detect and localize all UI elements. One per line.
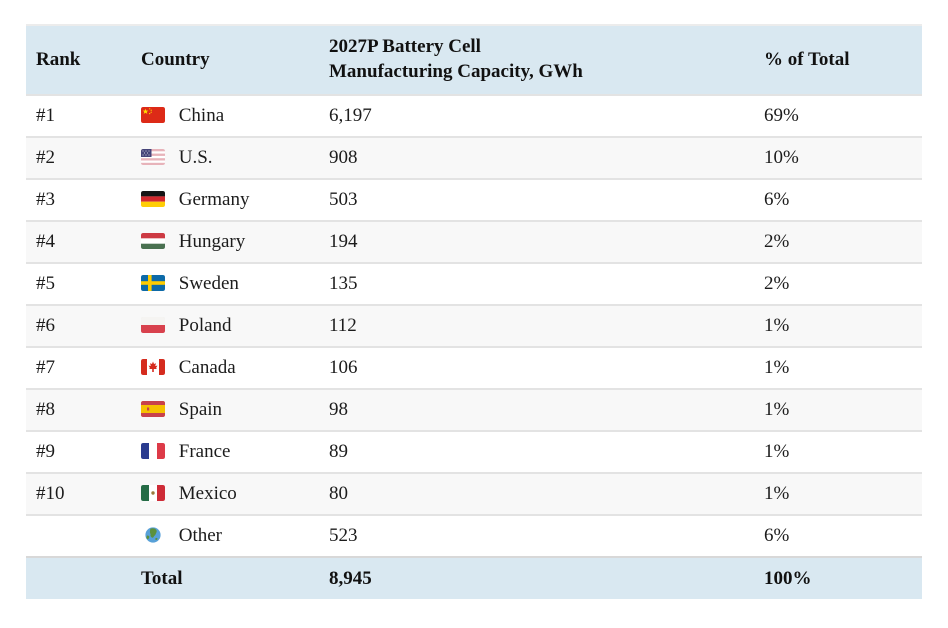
country-label: Germany <box>178 189 250 211</box>
country-cell: China <box>141 94 329 137</box>
sweden-flag-icon <box>141 274 165 291</box>
header-pct: % of Total <box>764 24 922 95</box>
capacity-cell: 503 <box>329 178 764 221</box>
rank-cell: #8 <box>26 388 141 431</box>
table-body: #1 China 6,197 69% #2 U.S. 908 10% #3 <box>26 94 922 557</box>
hungary-flag-icon <box>141 232 165 249</box>
table-row-france: #9 France 89 1% <box>26 430 922 473</box>
country-label: U.S. <box>178 147 213 169</box>
capacity-cell: 6,197 <box>329 94 764 137</box>
capacity-cell: 135 <box>329 262 764 305</box>
capacity-cell: 80 <box>329 472 764 515</box>
poland-flag-icon <box>141 316 165 333</box>
header-capacity: 2027P Battery Cell Manufacturing Capacit… <box>329 24 764 95</box>
country-cell: Germany <box>141 178 329 221</box>
table-row-china: #1 China 6,197 69% <box>26 94 922 137</box>
china-flag-icon <box>141 106 165 123</box>
pct-cell: 6% <box>764 514 922 557</box>
country-cell: Canada <box>141 346 329 389</box>
pct-cell: 1% <box>764 304 922 347</box>
table-row-mexico: #10 Mexico 80 1% <box>26 472 922 515</box>
pct-cell: 69% <box>764 94 922 137</box>
total-label: Total <box>141 556 329 599</box>
country-cell: Hungary <box>141 220 329 263</box>
rank-cell: #2 <box>26 136 141 179</box>
pct-cell: 2% <box>764 262 922 305</box>
table-row-hungary: #4 Hungary 194 2% <box>26 220 922 263</box>
country-label: China <box>178 105 225 127</box>
country-label: Sweden <box>178 273 239 295</box>
country-label: France <box>178 441 231 463</box>
pct-cell: 10% <box>764 136 922 179</box>
table-row-germany: #3 Germany 503 6% <box>26 178 922 221</box>
rank-cell: #7 <box>26 346 141 389</box>
total-pct: 100% <box>764 556 922 599</box>
table-header: Rank Country 2027P Battery Cell Manufact… <box>26 24 922 95</box>
capacity-cell: 89 <box>329 430 764 473</box>
pct-cell: 1% <box>764 430 922 473</box>
rank-cell: #6 <box>26 304 141 347</box>
table-row-spain: #8 Spain 98 1% <box>26 388 922 431</box>
capacity-cell: 106 <box>329 346 764 389</box>
globe-icon <box>141 527 165 543</box>
france-flag-icon <box>141 442 165 459</box>
germany-flag-icon <box>141 190 165 207</box>
pct-cell: 1% <box>764 472 922 515</box>
rank-cell: #4 <box>26 220 141 263</box>
capacity-cell: 112 <box>329 304 764 347</box>
header-rank: Rank <box>26 24 141 95</box>
country-cell: Spain <box>141 388 329 431</box>
country-cell: Other <box>141 514 329 557</box>
country-label: Poland <box>178 315 232 337</box>
table-row-canada: #7 Canada 106 1% <box>26 346 922 389</box>
rank-cell: #10 <box>26 472 141 515</box>
capacity-cell: 194 <box>329 220 764 263</box>
country-label: Hungary <box>178 231 246 253</box>
us-flag-icon <box>141 148 165 165</box>
country-cell: France <box>141 430 329 473</box>
country-cell: Mexico <box>141 472 329 515</box>
header-country: Country <box>141 24 329 95</box>
capacity-table-container: Rank Country 2027P Battery Cell Manufact… <box>26 24 922 599</box>
table-row-us: #2 U.S. 908 10% <box>26 136 922 179</box>
country-label: Spain <box>178 399 223 421</box>
pct-cell: 2% <box>764 220 922 263</box>
capacity-cell: 98 <box>329 388 764 431</box>
country-cell: Sweden <box>141 262 329 305</box>
country-cell: U.S. <box>141 136 329 179</box>
capacity-table: Rank Country 2027P Battery Cell Manufact… <box>26 24 922 599</box>
capacity-cell: 908 <box>329 136 764 179</box>
rank-cell: #3 <box>26 178 141 221</box>
country-label: Mexico <box>178 483 237 505</box>
country-cell: Poland <box>141 304 329 347</box>
country-label: Canada <box>178 357 236 379</box>
pct-cell: 1% <box>764 388 922 431</box>
table-row-other: Other 523 6% <box>26 514 922 557</box>
total-capacity: 8,945 <box>329 556 764 599</box>
table-row-sweden: #5 Sweden 135 2% <box>26 262 922 305</box>
pct-cell: 1% <box>764 346 922 389</box>
total-rank-cell <box>26 556 141 599</box>
table-row-poland: #6 Poland 112 1% <box>26 304 922 347</box>
rank-cell <box>26 514 141 557</box>
rank-cell: #9 <box>26 430 141 473</box>
mexico-flag-icon <box>141 484 165 501</box>
capacity-cell: 523 <box>329 514 764 557</box>
country-label: Other <box>178 525 223 547</box>
pct-cell: 6% <box>764 178 922 221</box>
canada-flag-icon <box>141 358 165 375</box>
header-row: Rank Country 2027P Battery Cell Manufact… <box>26 24 922 95</box>
spain-flag-icon <box>141 400 165 417</box>
table-footer: Total 8,945 100% <box>26 556 922 599</box>
rank-cell: #5 <box>26 262 141 305</box>
total-row: Total 8,945 100% <box>26 556 922 599</box>
rank-cell: #1 <box>26 94 141 137</box>
